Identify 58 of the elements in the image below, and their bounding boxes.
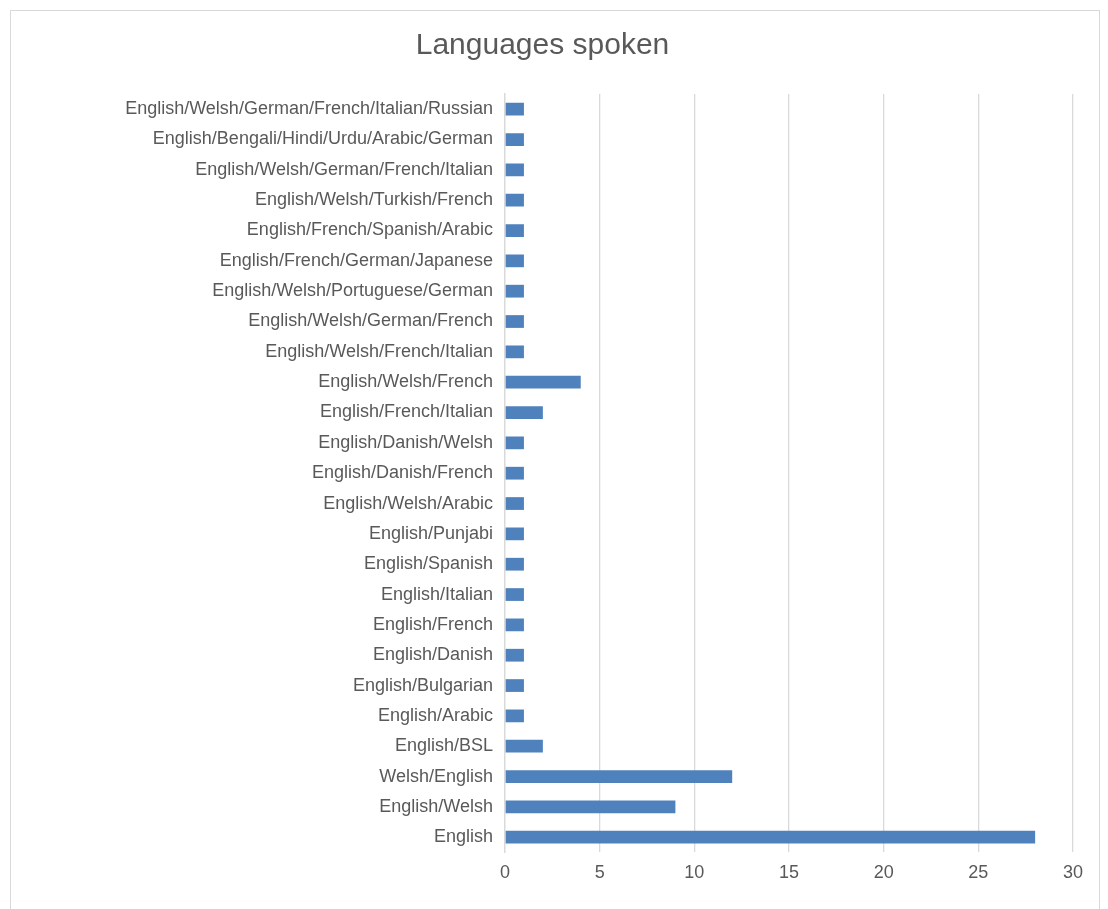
bar	[505, 315, 524, 328]
x-tick-label: 25	[968, 862, 989, 883]
bar	[505, 739, 543, 753]
bar	[505, 406, 543, 419]
y-tick-label: English/Welsh/Turkish/French	[254, 189, 493, 210]
x-tick-label: 10	[684, 862, 705, 883]
x-tick-label: 20	[873, 862, 894, 883]
y-tick-label: English/Bulgarian	[352, 674, 493, 695]
y-tick-label: English/French/Italian	[319, 401, 493, 422]
bar	[505, 163, 524, 177]
y-tick-label: English/Danish	[372, 644, 493, 665]
bar	[505, 618, 524, 632]
bar	[505, 254, 524, 268]
y-tick-label: English/Welsh	[379, 795, 493, 816]
x-tick-label: 30	[1062, 862, 1084, 883]
bar	[505, 193, 524, 207]
bar	[505, 436, 524, 450]
bar	[505, 709, 524, 723]
bar	[505, 679, 524, 692]
bar	[505, 102, 524, 116]
y-tick-label: English/Punjabi	[368, 522, 493, 543]
bar	[505, 588, 524, 601]
bar	[505, 770, 733, 783]
chart-title: Languages spoken	[415, 27, 670, 61]
y-tick-label: English/Welsh/French/Italian	[265, 340, 493, 361]
bar	[505, 800, 676, 814]
y-tick-label: English/Welsh/French	[318, 371, 493, 392]
bar	[505, 375, 581, 389]
bar	[505, 345, 524, 359]
bar	[505, 284, 524, 298]
bar	[505, 133, 524, 146]
y-tick-label: English/French/German/Japanese	[219, 249, 493, 270]
y-tick-label: English/Italian	[380, 583, 493, 604]
y-tick-label: English	[433, 826, 493, 847]
y-tick-label: English/Danish/Welsh	[318, 431, 493, 452]
x-tick-label: 5	[594, 862, 605, 883]
bar	[505, 648, 524, 662]
x-tick-label: 15	[778, 862, 800, 883]
y-tick-label: English/Welsh/Portuguese/German	[212, 280, 493, 301]
bar	[505, 830, 1036, 844]
y-tick-label: English/Danish/French	[311, 462, 493, 483]
bar	[505, 527, 524, 541]
y-tick-label: English/Welsh/German/French	[248, 310, 493, 331]
y-tick-label: English/Welsh/German/French/Italian/Russian	[125, 98, 493, 119]
y-tick-label: English/French	[372, 613, 493, 634]
y-tick-label: English/Bengali/Hindi/Urdu/Arabic/German	[152, 128, 493, 149]
bar	[505, 224, 524, 237]
y-tick-label: English/BSL	[394, 735, 493, 756]
y-tick-label: English/Spanish	[363, 553, 493, 574]
bar	[505, 557, 524, 571]
y-tick-label: English/Welsh/German/French/Italian	[195, 158, 493, 179]
bar	[505, 497, 524, 510]
y-tick-label: Welsh/English	[379, 765, 493, 786]
y-tick-label: English/Welsh/Arabic	[323, 492, 493, 513]
y-tick-label: English/Arabic	[377, 704, 493, 725]
y-tick-label: English/French/Spanish/Arabic	[246, 219, 493, 240]
x-tick-label: 0	[499, 862, 511, 883]
bar	[505, 466, 524, 480]
